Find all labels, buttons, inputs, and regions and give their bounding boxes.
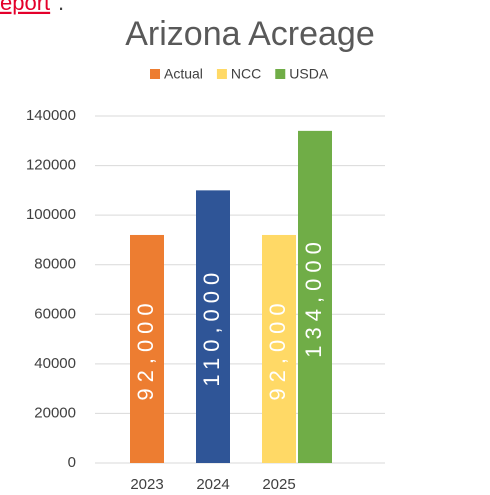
legend-swatch [275, 69, 286, 79]
value-label: 134,000 [301, 236, 326, 358]
value-label: 92,000 [265, 297, 290, 400]
y-tick-label: 40000 [34, 355, 76, 372]
chart-title: Arizona Acreage [125, 15, 375, 53]
value-label: 92,000 [133, 297, 158, 400]
bar [298, 130, 332, 463]
x-tick-label: 2024 [196, 476, 229, 493]
link-fragment[interactable]: eport [0, 0, 50, 15]
bar [196, 190, 230, 463]
y-tick-label: 100000 [26, 206, 76, 223]
legend-label: Actual [164, 66, 203, 82]
legend-label: NCC [231, 66, 261, 82]
y-tick-label: 0 [68, 454, 76, 471]
y-tick-label: 20000 [34, 404, 76, 421]
bar [262, 234, 296, 463]
y-tick-label: 80000 [34, 256, 76, 273]
x-tick-label: 2023 [130, 476, 163, 493]
y-tick-label: 120000 [26, 157, 76, 174]
y-tick-label: 60000 [34, 305, 76, 322]
x-tick-label: 2025 [262, 476, 295, 493]
bar [130, 234, 164, 463]
legend-label: USDA [289, 66, 329, 82]
punctuation: . [58, 0, 64, 15]
value-label: 110,000 [199, 267, 224, 387]
y-tick-label: 140000 [26, 107, 76, 124]
legend-swatch [150, 69, 160, 79]
legend-swatch [216, 69, 227, 79]
